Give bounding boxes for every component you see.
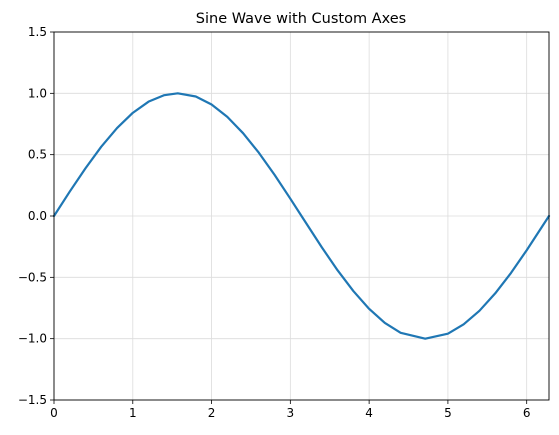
y-tick-label: −1.5 <box>18 393 47 407</box>
ticks: 0 1 2 3 4 5 6 −1.5 −1.0 −0.5 0.0 0.5 1.0 1.5 <box>18 25 531 420</box>
x-tick-label: 1 <box>129 406 137 420</box>
x-tick-label: 0 <box>50 406 58 420</box>
sine-line <box>52 92 551 340</box>
y-tick-label: −1.0 <box>18 332 47 346</box>
y-tick-label: 0.5 <box>28 148 47 162</box>
x-tick-label: 5 <box>444 406 452 420</box>
y-tick-label: 1.0 <box>28 86 47 100</box>
x-tick-label: 2 <box>208 406 216 420</box>
x-tick-label: 4 <box>365 406 373 420</box>
y-tick-label: 0.0 <box>28 209 47 223</box>
chart-title: Sine Wave with Custom Axes <box>196 11 406 27</box>
y-tick-label: −0.5 <box>18 270 47 284</box>
series-layer <box>52 92 551 340</box>
y-tick-label: 1.5 <box>28 25 47 39</box>
x-tick-label: 6 <box>523 406 531 420</box>
x-tick-label: 3 <box>287 406 295 420</box>
